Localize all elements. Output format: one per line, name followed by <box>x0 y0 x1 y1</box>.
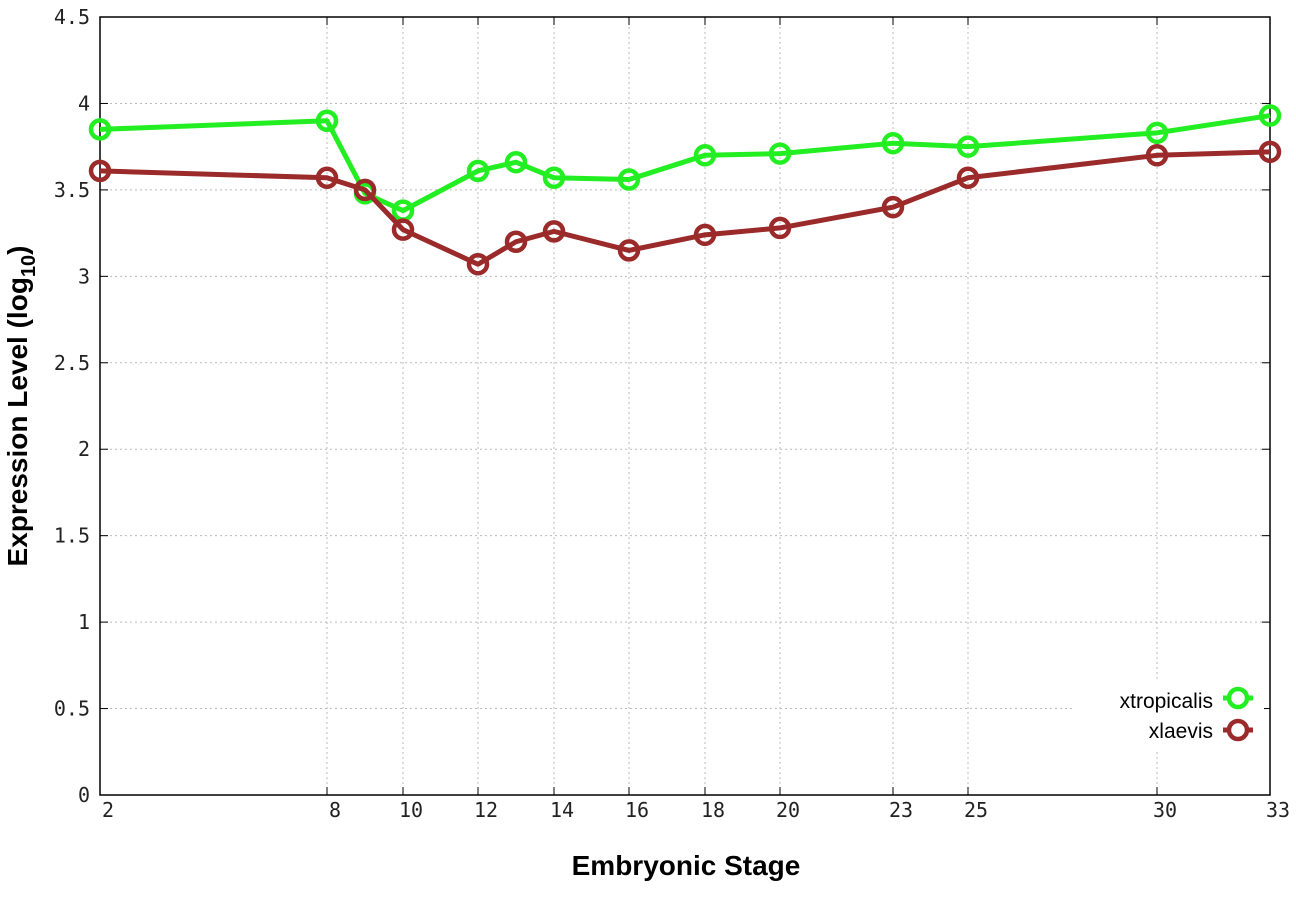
data-point-xlaevis <box>315 166 339 190</box>
x-tick-label: 8 <box>329 798 341 822</box>
x-tick-label: 20 <box>776 798 800 822</box>
data-point-xtropicalis <box>956 135 980 158</box>
plot-frame <box>99 16 1271 796</box>
data-point-xlaevis <box>617 239 641 262</box>
y-tick-label: 0 <box>78 783 90 807</box>
y-tick-label: 1 <box>78 610 90 634</box>
y-tick-label: 4.5 <box>54 5 90 29</box>
data-point-xtropicalis <box>466 159 490 183</box>
data-point-xlaevis <box>1258 140 1282 164</box>
legend-marker-xlaevis <box>1226 718 1250 742</box>
data-point-xtropicalis <box>617 168 641 191</box>
data-point-xtropicalis <box>88 118 112 141</box>
y-axis-title: Expression Level (log10) <box>2 246 40 567</box>
data-point-xtropicalis <box>542 166 566 190</box>
data-point-xlaevis <box>353 178 377 202</box>
series-line-xlaevis <box>99 149 1271 267</box>
data-point-xlaevis <box>881 195 905 219</box>
x-tick-label: 30 <box>1153 798 1177 822</box>
data-point-xtropicalis <box>1258 104 1282 127</box>
data-point-xtropicalis <box>768 142 792 165</box>
series-xlaevis <box>88 140 1282 276</box>
y-tick-label: 3.5 <box>54 178 90 202</box>
y-axis-title-main: Expression Level (log <box>2 277 33 566</box>
x-tick-label: 18 <box>701 798 725 822</box>
x-tick-label: 16 <box>625 798 649 822</box>
data-point-xlaevis <box>504 230 528 254</box>
y-tick-label: 3 <box>78 264 90 288</box>
data-point-xlaevis <box>466 252 490 276</box>
x-axis-title: Embryonic Stage <box>572 850 801 881</box>
y-tick-label: 2.5 <box>54 351 90 375</box>
legend-label-xtropicalis: xtropicalis <box>1120 690 1213 713</box>
series-layer <box>88 104 1282 276</box>
data-point-xlaevis <box>542 220 566 243</box>
data-point-xtropicalis <box>1145 121 1169 145</box>
x-tick-label: 10 <box>399 798 423 822</box>
data-point-xlaevis <box>693 223 717 247</box>
data-point-xlaevis <box>768 216 792 240</box>
data-point-xlaevis <box>956 166 980 190</box>
x-tick-labels: 2 8 10 12 14 16 18 20 23 25 30 33 <box>102 798 1290 822</box>
x-tick-label: 2 <box>102 798 114 822</box>
x-tick-label: 25 <box>964 798 988 822</box>
y-tick-labels: 0 0.5 1 1.5 2 2.5 3 3.5 4 4.5 <box>54 5 90 807</box>
legend-swatches <box>1223 686 1253 742</box>
y-axis-title-subscript: 10 <box>18 255 40 277</box>
x-tick-label: 14 <box>550 798 574 822</box>
legend-label-xlaevis: xlaevis <box>1149 720 1213 743</box>
data-point-xtropicalis <box>693 144 717 167</box>
data-point-xlaevis <box>1145 144 1169 167</box>
x-tick-label: 33 <box>1266 798 1290 822</box>
y-tick-label: 1.5 <box>54 524 90 548</box>
data-point-xtropicalis <box>315 109 339 132</box>
legend-marker-xtropicalis <box>1226 686 1250 710</box>
data-point-xtropicalis <box>881 131 905 155</box>
legend: xtropicalis xlaevis <box>1072 680 1264 750</box>
data-point-xlaevis <box>391 218 415 241</box>
y-tick-label: 2 <box>78 437 90 461</box>
axis-ticks <box>99 16 1271 796</box>
y-tick-label: 0.5 <box>54 697 90 721</box>
data-point-xtropicalis <box>504 150 528 174</box>
y-tick-label: 4 <box>78 91 90 115</box>
grid-lines <box>100 17 1270 795</box>
x-tick-label: 23 <box>889 798 913 822</box>
y-axis-title-close: ) <box>2 246 33 255</box>
data-point-xlaevis <box>88 159 112 183</box>
x-tick-label: 12 <box>474 798 498 822</box>
